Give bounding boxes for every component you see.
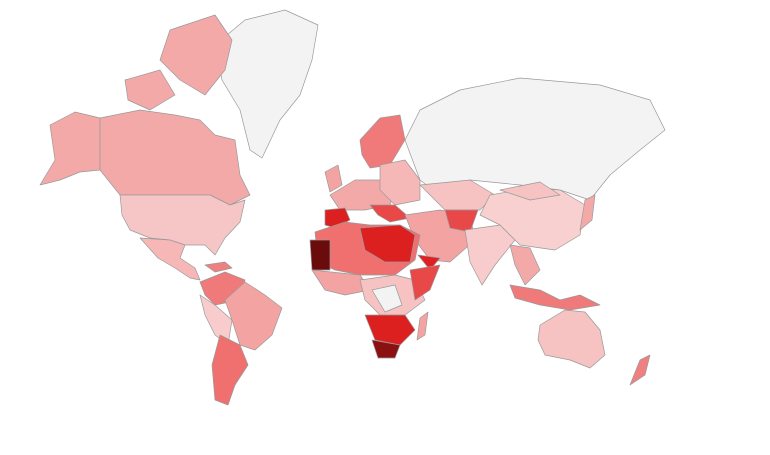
south-africa <box>371 339 401 359</box>
balkans <box>369 204 411 223</box>
greenland <box>214 9 319 159</box>
libya-egypt <box>359 224 416 263</box>
argentina <box>211 334 249 406</box>
drc <box>371 284 403 313</box>
madagascar <box>416 311 429 341</box>
arctic-islands <box>124 69 176 111</box>
west-africa <box>311 269 371 296</box>
caribbean <box>204 261 233 273</box>
usa <box>119 194 246 256</box>
new-zealand <box>629 354 651 386</box>
southern-africa <box>364 314 416 346</box>
mauritania <box>309 239 331 271</box>
australia <box>537 309 606 369</box>
indonesia <box>509 284 601 311</box>
arctic-islands <box>159 14 233 96</box>
alaska <box>39 111 101 186</box>
mongolia <box>499 181 561 201</box>
eastern-europe <box>379 159 421 206</box>
southeast-asia <box>509 244 541 286</box>
scandinavia <box>359 114 406 169</box>
japan <box>579 194 596 231</box>
brazil <box>224 281 283 351</box>
east-africa <box>409 264 441 301</box>
uk <box>324 164 343 193</box>
mexico <box>139 237 201 281</box>
yemen <box>417 254 441 271</box>
